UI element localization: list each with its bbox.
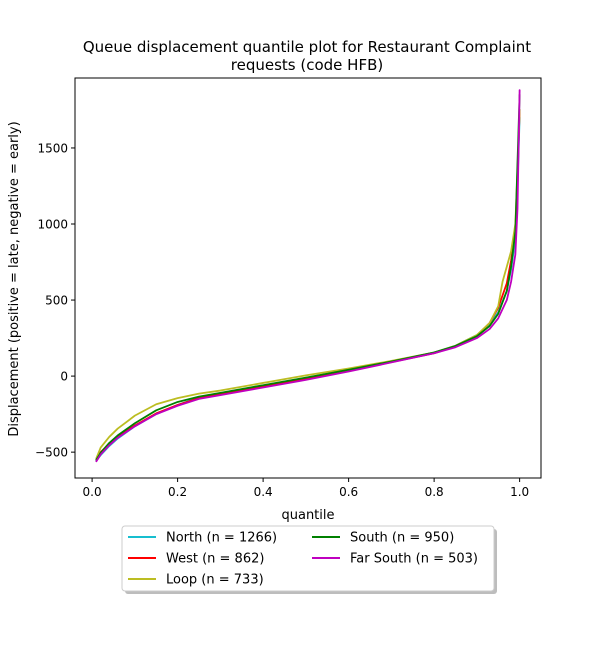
legend-label: North (n = 1266) [166,531,277,546]
y-tick-label: 0 [60,370,68,384]
plot-area [74,77,542,479]
legend-items: North (n = 1266) West (n = 862) Loop (n = … [128,531,478,588]
legend-label: Loop (n = 733) [166,573,264,588]
x-tick-label: 0.4 [254,485,273,499]
legend-box [121,525,495,592]
x-tick-label: 1.0 [510,485,529,499]
y-tick-label: 1500 [37,141,68,155]
x-axis-label: quantile [281,508,334,523]
chart-title-line-1: Queue displacement quantile plot for Res… [83,38,531,56]
series-line-3 [95,109,521,460]
series-line-4 [95,93,521,461]
x-tick-label: 0.2 [168,485,187,499]
series-line-2 [95,109,521,460]
y-tick-label: 1000 [37,218,68,232]
legend-label: South (n = 950) [350,531,454,546]
legend-label: West (n = 862) [166,552,264,567]
x-axis: 0.0 0.2 0.4 0.6 0.8 1.0 [83,478,529,499]
x-tick-label: 0.6 [339,485,358,499]
x-tick-label: 0.0 [83,485,102,499]
y-axis: −500 0 500 1000 1500 [35,141,75,460]
legend: North (n = 1266) West (n = 862) Loop (n = … [121,525,497,594]
y-tick-label: 500 [45,294,68,308]
series-layer [95,89,521,463]
x-tick-label: 0.8 [425,485,444,499]
y-tick-label: −500 [35,446,68,460]
y-axis-label: Displacement (positive = late, negative … [7,121,22,436]
series-line-5 [95,89,521,463]
legend-label: Far South (n = 503) [350,552,478,567]
chart-title-line-2: requests (code HFB) [231,56,383,74]
